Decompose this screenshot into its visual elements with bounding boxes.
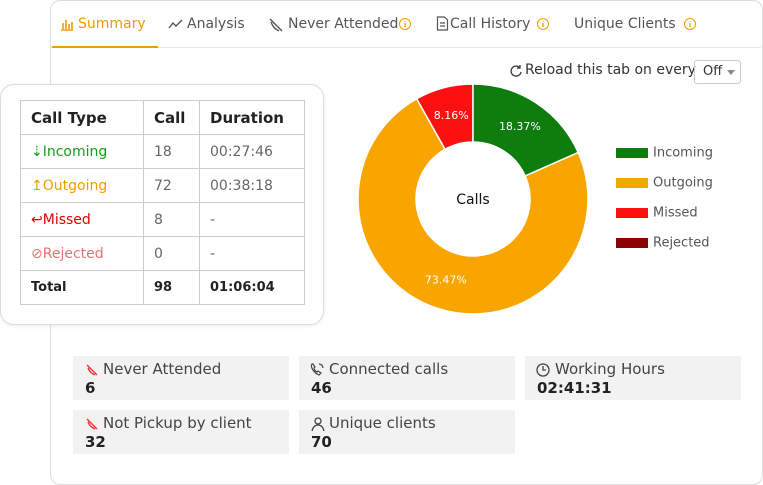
tab[interactable]: Never Attended — [288, 16, 399, 32]
call-type: Incoming — [42, 143, 108, 160]
active-tab-indicator — [52, 46, 158, 48]
cell: - — [199, 202, 305, 237]
cell: ⊘Rejected — [20, 236, 144, 271]
stat-label: Unique clients — [329, 414, 436, 432]
cell: ⇣Incoming — [20, 134, 144, 169]
legend-label: Missed — [653, 206, 698, 221]
stat-icon — [310, 363, 324, 376]
stat-card: Not Pickup by client 32 — [73, 410, 289, 454]
header-cell: Call — [143, 100, 200, 135]
call-type: Missed — [42, 211, 91, 228]
legend-label: Outgoing — [653, 176, 713, 191]
stat-card: Unique clients 70 — [299, 410, 515, 454]
cell: 72 — [143, 168, 200, 203]
reload-icon — [510, 65, 522, 77]
tab[interactable]: Summary — [78, 16, 146, 32]
cell: ↩Missed — [20, 202, 144, 237]
row: ⇣Incoming 18 00:27:46 — [20, 134, 305, 169]
stat-icon — [536, 363, 550, 377]
cell: 18 — [143, 134, 200, 169]
stat-label: Connected calls — [329, 360, 449, 378]
legend-swatch — [616, 148, 648, 158]
stat-value: 46 — [311, 379, 332, 397]
legend-swatch — [616, 208, 648, 218]
stat-value: 32 — [85, 433, 106, 451]
row: ↩Missed 8- — [20, 202, 305, 237]
tab[interactable]: Call History — [450, 16, 531, 32]
legend-label: Incoming — [653, 146, 713, 161]
donut-slice — [472, 83, 580, 177]
stat-card: Connected calls 46 — [299, 356, 515, 400]
info-icon[interactable] — [536, 17, 550, 31]
reload-select[interactable]: Off — [694, 60, 741, 84]
never-attended-icon — [269, 18, 283, 32]
info-icon[interactable] — [398, 17, 412, 31]
header-row: Call Type Call Duration — [20, 100, 305, 135]
stat-label: Never Attended — [103, 360, 222, 378]
row: ↥Outgoing 72 00:38:18 — [20, 168, 305, 203]
stat-card: Never Attended 6 — [73, 356, 289, 400]
tab[interactable]: Unique Clients — [574, 16, 676, 32]
header-cell: Duration — [199, 100, 305, 135]
call-history-icon — [436, 16, 449, 31]
call-type: Outgoing — [42, 177, 108, 194]
cell: 00:27:46 — [199, 134, 305, 169]
stat-value: 6 — [85, 379, 96, 397]
donut-slice — [357, 97, 589, 315]
center-label: Calls — [456, 192, 489, 208]
tab[interactable]: Analysis — [187, 16, 245, 32]
cell: 98 — [143, 270, 200, 305]
stat-value: 02:41:31 — [537, 379, 612, 397]
cell: - — [199, 236, 305, 271]
total-row: Total 98 01:06:04 — [20, 270, 305, 305]
donut-chart: Calls 18.37% 73.47% 8.16% Incoming Outgoing M… — [357, 83, 713, 315]
stat-label: Not Pickup by client — [103, 414, 252, 432]
stat-icon — [86, 418, 98, 430]
stat-label: Working Hours — [555, 360, 665, 378]
cell: 01:06:04 — [199, 270, 305, 305]
caret — [727, 70, 735, 75]
cell: ↥Outgoing — [20, 168, 144, 203]
slice-label: 73.47% — [425, 274, 467, 287]
legend-swatch — [616, 238, 648, 248]
row: ⊘Rejected 0- — [20, 236, 305, 271]
stat-card: Working Hours 02:41:31 — [525, 356, 741, 400]
reload-label: Reload this tab on every — [525, 62, 696, 78]
cell: Total — [20, 270, 144, 305]
legend-swatch — [616, 178, 648, 188]
header-cell: Call Type — [20, 100, 144, 135]
call-type: Rejected — [42, 245, 104, 262]
tab-divider — [51, 47, 761, 48]
analysis-icon — [168, 19, 183, 29]
summary-icon — [61, 20, 73, 31]
stat-icon — [86, 364, 98, 376]
cell: 00:38:18 — [199, 168, 305, 203]
cell: 0 — [143, 236, 200, 271]
call-table: Call Type Call Duration ⇣Incoming 18 00:27:4… — [20, 100, 305, 305]
cell: 8 — [143, 202, 200, 237]
slice-label: 18.37% — [499, 120, 541, 133]
legend-label: Rejected — [653, 236, 710, 251]
slice-label: 8.16% — [434, 109, 469, 122]
reload-option: Off — [703, 64, 723, 79]
stat-icon — [311, 417, 325, 432]
stat-value: 70 — [311, 433, 332, 451]
info-icon[interactable] — [683, 17, 697, 31]
